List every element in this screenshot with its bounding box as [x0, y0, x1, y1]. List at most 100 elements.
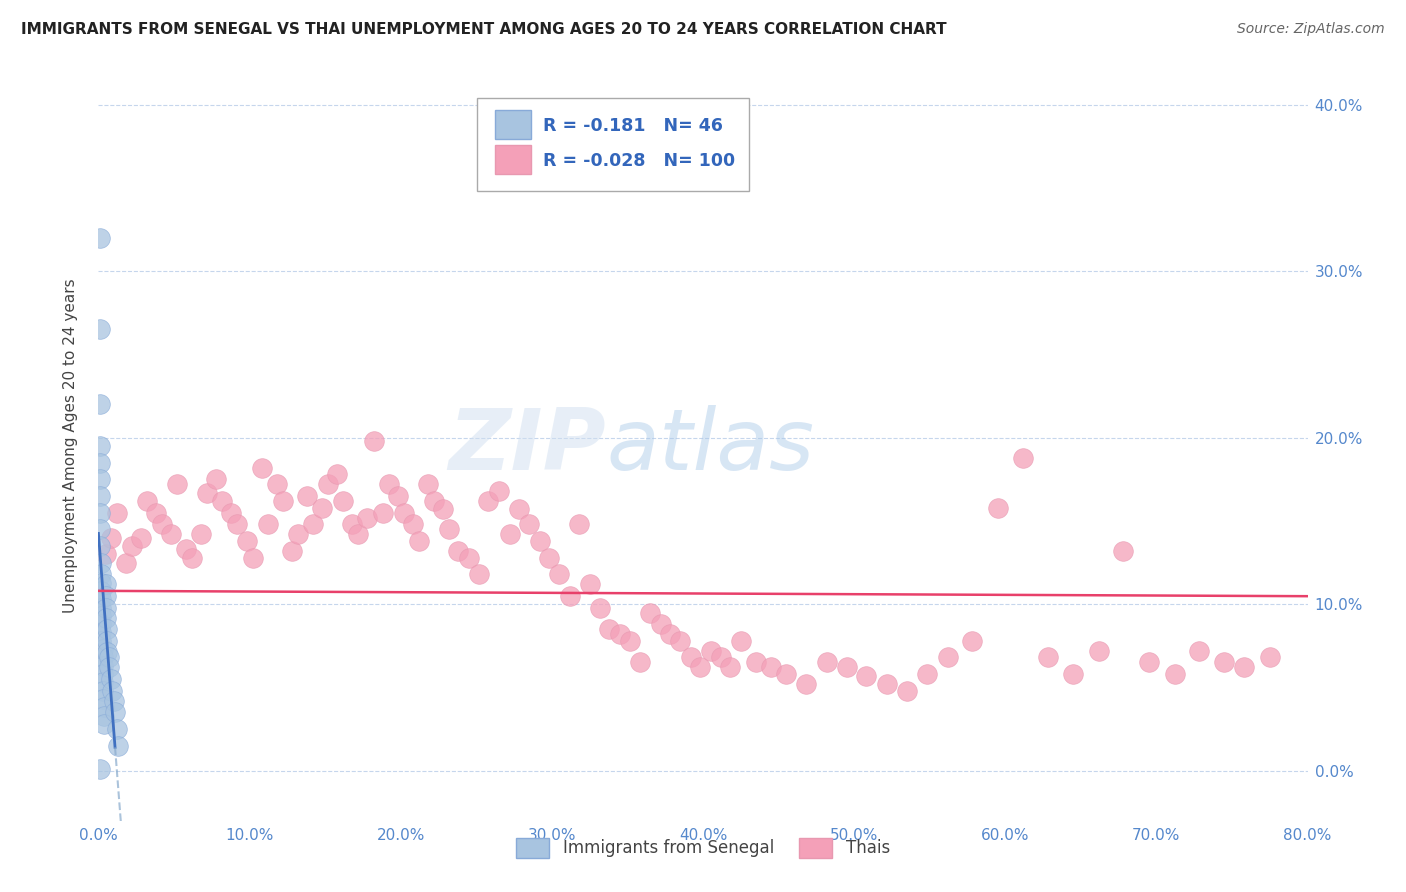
Point: [342, 517, 364, 532]
Point: [235, 533, 257, 548]
Point: [936, 650, 959, 665]
Point: [89, 762, 111, 776]
Point: [548, 567, 571, 582]
Text: ZIP: ZIP: [449, 404, 606, 488]
Text: R = -0.028   N= 100: R = -0.028 N= 100: [543, 153, 735, 170]
Point: [94, 547, 117, 561]
Point: [896, 683, 918, 698]
Point: [1088, 644, 1111, 658]
Point: [105, 722, 128, 736]
Point: [91, 658, 114, 673]
Point: [96, 633, 118, 648]
Point: [221, 506, 243, 520]
Point: [638, 606, 661, 620]
Point: [447, 544, 470, 558]
Point: [91, 683, 114, 698]
Point: [90, 600, 112, 615]
Point: [281, 544, 304, 558]
Point: [628, 656, 651, 670]
Point: [93, 717, 115, 731]
Point: [876, 677, 898, 691]
Point: [89, 397, 111, 411]
Point: [679, 650, 702, 665]
Point: [94, 600, 117, 615]
Point: [960, 633, 983, 648]
Point: [987, 500, 1010, 515]
Point: [347, 527, 370, 541]
Point: [529, 533, 551, 548]
Point: [855, 669, 877, 683]
FancyBboxPatch shape: [495, 110, 531, 139]
Point: [650, 617, 672, 632]
Point: [1258, 650, 1281, 665]
Point: [457, 550, 479, 565]
Point: [101, 683, 124, 698]
Point: [160, 527, 183, 541]
Point: [498, 527, 520, 541]
Point: [90, 625, 112, 640]
Point: [356, 510, 378, 524]
Point: [90, 567, 112, 582]
Point: [432, 502, 454, 516]
Y-axis label: Unemployment Among Ages 20 to 24 years: Unemployment Among Ages 20 to 24 years: [63, 278, 77, 614]
Point: [107, 739, 129, 753]
Point: [91, 667, 114, 681]
Point: [91, 675, 114, 690]
Point: [94, 577, 117, 591]
Point: [745, 656, 768, 670]
Point: [89, 489, 111, 503]
Point: [98, 650, 121, 665]
Point: [408, 533, 430, 548]
Point: [295, 489, 318, 503]
Point: [94, 610, 117, 624]
Point: [89, 539, 111, 553]
Point: [1062, 667, 1084, 681]
Point: [89, 522, 111, 536]
Point: [437, 522, 460, 536]
Point: [104, 706, 127, 720]
Point: [90, 592, 112, 607]
Point: [90, 633, 112, 648]
Point: [477, 494, 499, 508]
Point: [558, 589, 581, 603]
Point: [1112, 544, 1135, 558]
Point: [90, 583, 112, 598]
Text: atlas: atlas: [606, 404, 814, 488]
Point: [190, 527, 212, 541]
Point: [794, 677, 817, 691]
Point: [150, 517, 173, 532]
Point: [205, 472, 228, 486]
Point: [90, 617, 112, 632]
Text: R = -0.181   N= 46: R = -0.181 N= 46: [543, 117, 723, 135]
Point: [578, 577, 600, 591]
Point: [250, 460, 273, 475]
Point: [699, 644, 721, 658]
Point: [689, 660, 711, 674]
Point: [1036, 650, 1059, 665]
Point: [94, 589, 117, 603]
Text: IMMIGRANTS FROM SENEGAL VS THAI UNEMPLOYMENT AMONG AGES 20 TO 24 YEARS CORRELATI: IMMIGRANTS FROM SENEGAL VS THAI UNEMPLOY…: [21, 22, 946, 37]
Point: [598, 622, 620, 636]
Legend: Immigrants from Senegal, Thais: Immigrants from Senegal, Thais: [509, 831, 897, 864]
Point: [1188, 644, 1211, 658]
Point: [129, 531, 152, 545]
Point: [96, 622, 118, 636]
Point: [103, 694, 125, 708]
Point: [105, 506, 128, 520]
Point: [387, 489, 409, 503]
Point: [181, 550, 204, 565]
Point: [1213, 656, 1236, 670]
Point: [311, 500, 333, 515]
Point: [96, 645, 118, 659]
Point: [135, 494, 157, 508]
Point: [759, 660, 782, 674]
Point: [93, 708, 115, 723]
Point: [363, 434, 385, 448]
Point: [815, 656, 838, 670]
Point: [568, 517, 591, 532]
Point: [195, 485, 218, 500]
Point: [90, 575, 112, 590]
Point: [174, 542, 197, 557]
Point: [326, 467, 349, 482]
Point: [915, 667, 938, 681]
